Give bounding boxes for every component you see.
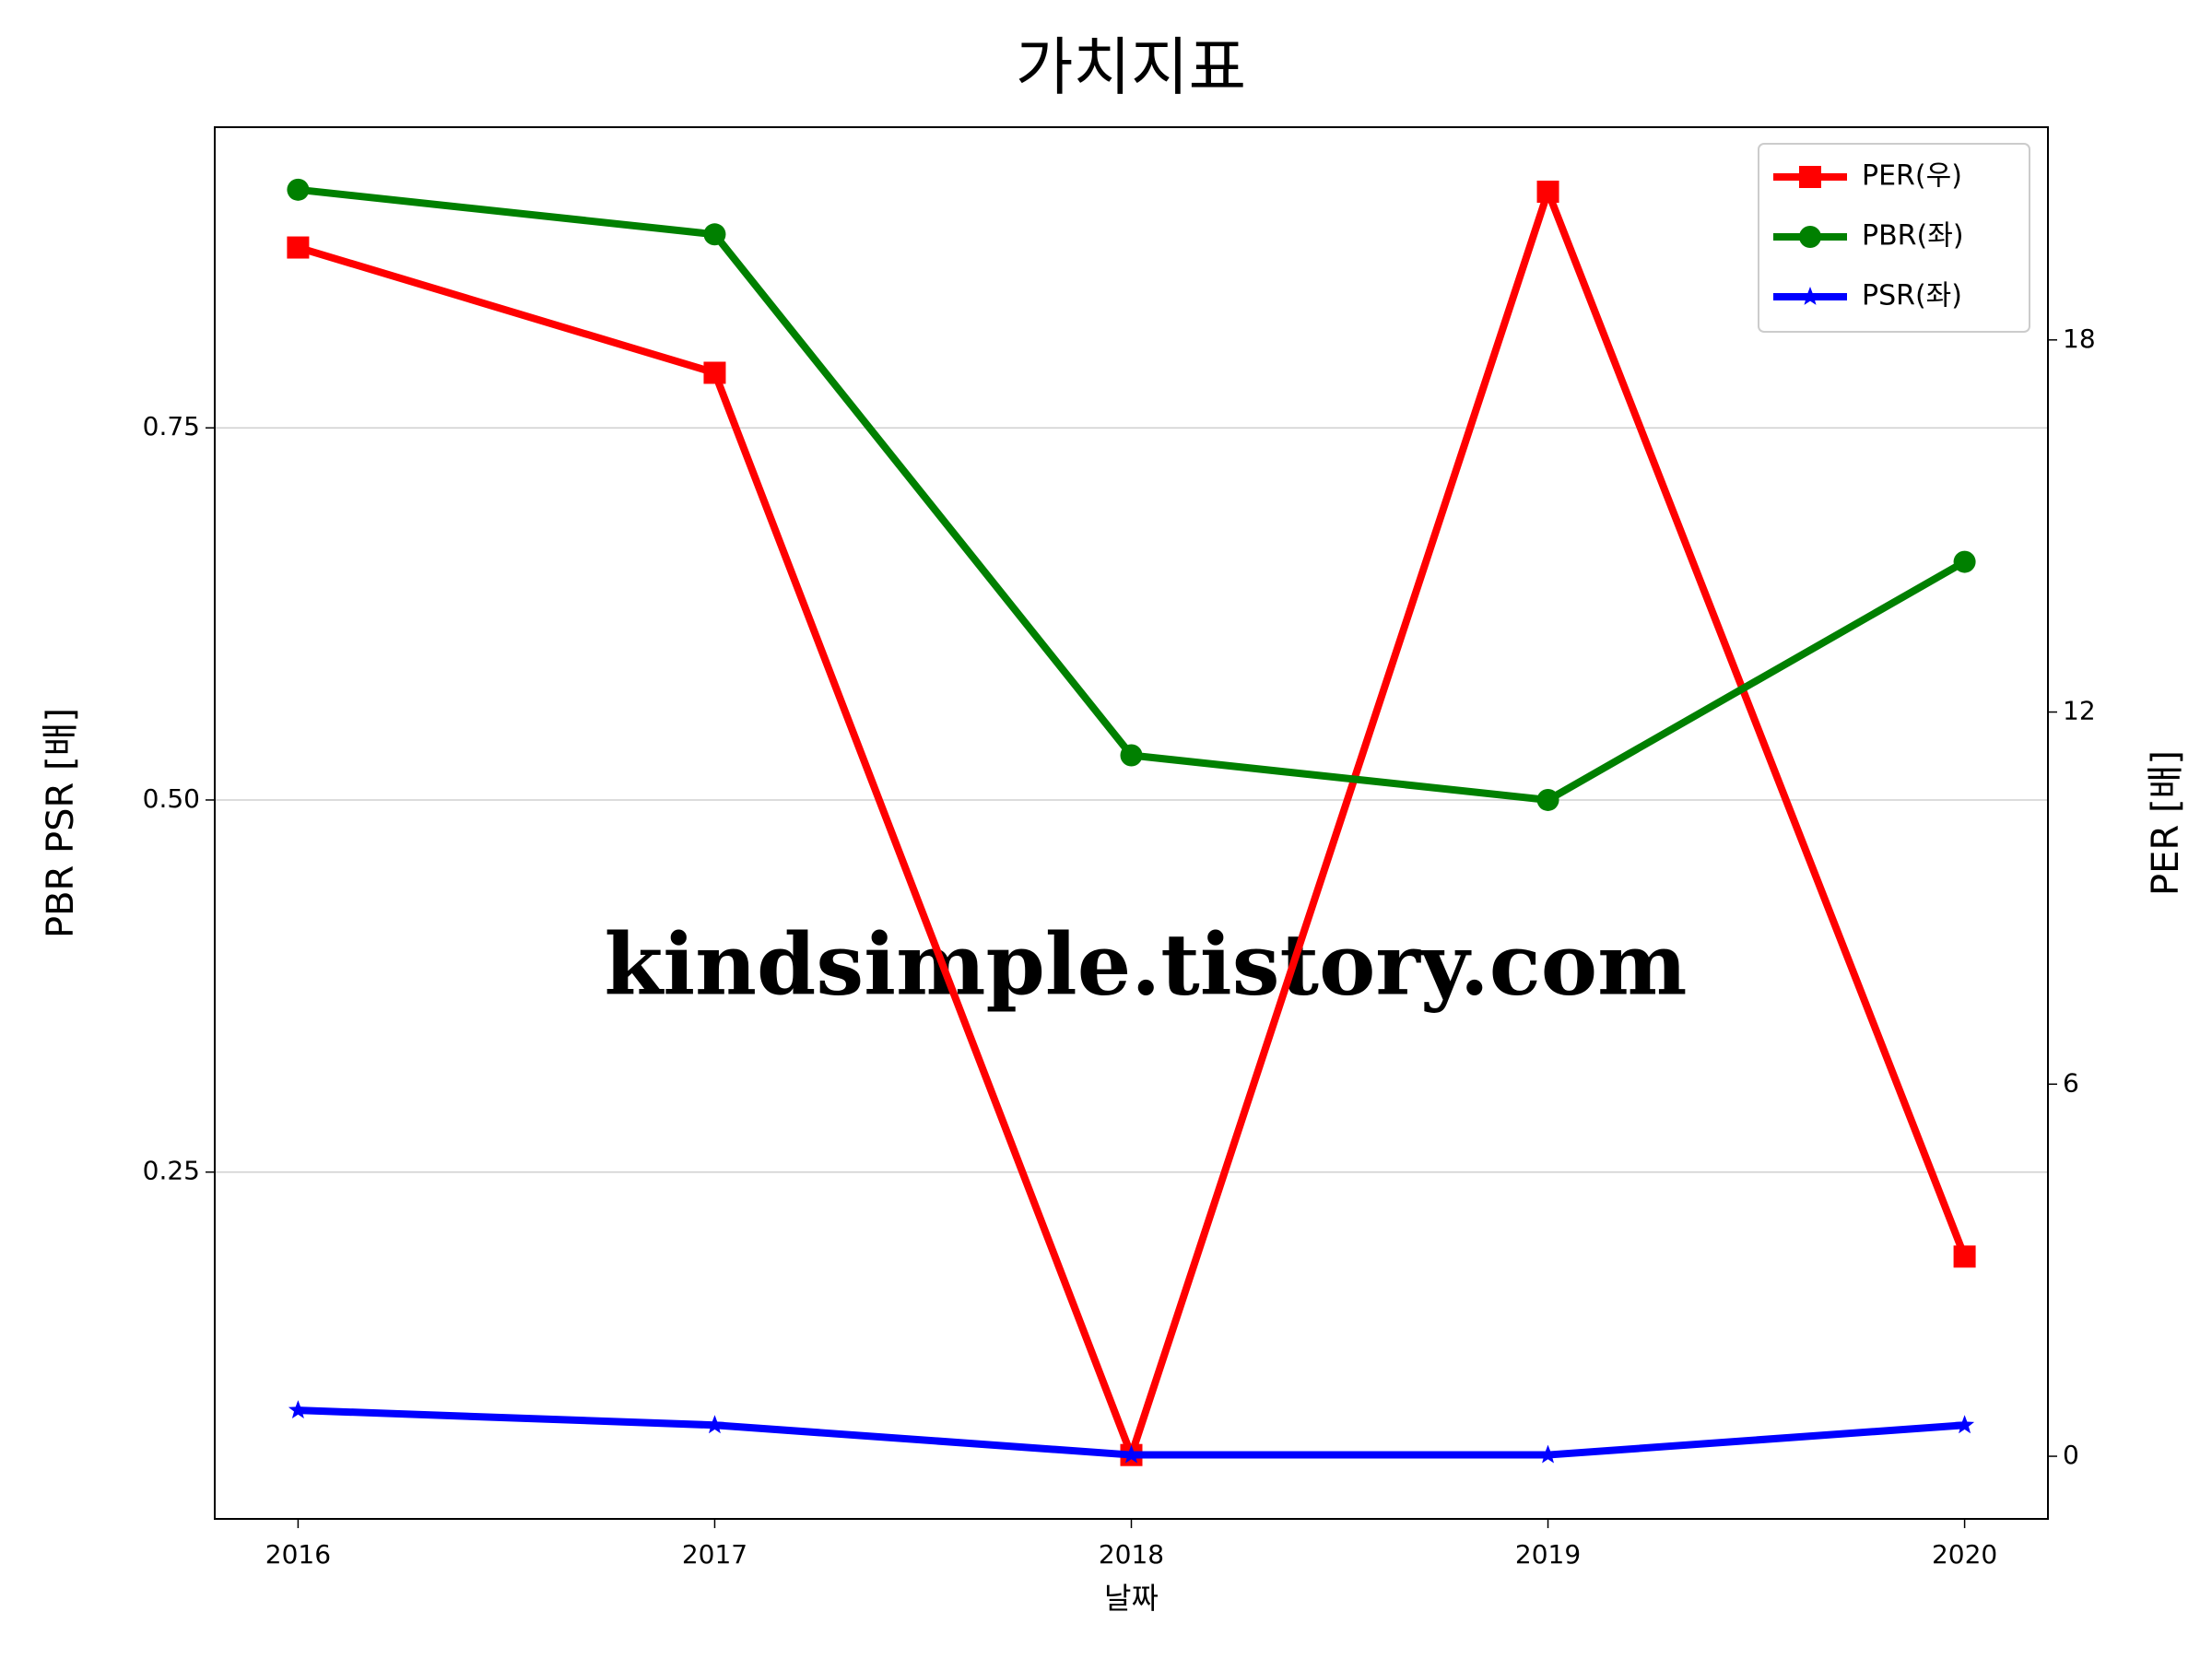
marker — [1800, 287, 1820, 305]
y-axis-label: PBR PSR [배] — [40, 708, 82, 938]
legend-label: PBR(좌) — [1862, 220, 1964, 253]
y-tick-label: 0.75 — [143, 411, 200, 441]
marker — [1799, 226, 1821, 248]
y2-tick-label: 18 — [2063, 324, 2096, 354]
x-tick-label: 2020 — [1932, 1539, 1997, 1570]
plot-frame — [214, 126, 2049, 1520]
marker — [1120, 744, 1143, 767]
y2-tick-label: 6 — [2063, 1067, 2079, 1098]
watermark: kindsimple.tistory.com — [604, 915, 1687, 1015]
chart-title: 가치지표 — [1016, 32, 1246, 105]
y-tick-label: 0.50 — [143, 783, 200, 814]
marker — [1536, 788, 1559, 811]
marker — [703, 361, 726, 384]
marker — [1955, 1415, 1975, 1434]
x-tick-label: 2017 — [682, 1539, 747, 1570]
x-tick-label: 2018 — [1099, 1539, 1164, 1570]
y-tick-label: 0.25 — [143, 1156, 200, 1186]
marker — [288, 1400, 308, 1418]
y2-tick-label: 12 — [2063, 696, 2096, 726]
marker — [1953, 1245, 1976, 1268]
marker — [1799, 166, 1821, 188]
marker — [287, 178, 310, 201]
x-tick-label: 2019 — [1515, 1539, 1581, 1570]
marker — [1122, 1444, 1141, 1464]
marker — [705, 1415, 724, 1434]
marker — [1538, 1444, 1558, 1464]
marker — [1953, 550, 1976, 573]
marker — [1536, 180, 1559, 203]
y2-tick-label: 0 — [2063, 1440, 2079, 1470]
y2-axis-label: PER [배] — [2145, 750, 2187, 896]
legend-label: PSR(좌) — [1862, 280, 1962, 312]
legend-box — [1758, 143, 2030, 333]
marker — [703, 223, 726, 246]
marker — [287, 236, 310, 259]
legend: PER(우) PBR(좌) PSR(좌) — [1758, 143, 2030, 333]
x-axis-label: 날짜 — [1104, 1581, 1159, 1616]
x-tick-label: 2016 — [265, 1539, 331, 1570]
legend-label: PER(우) — [1862, 160, 1962, 193]
